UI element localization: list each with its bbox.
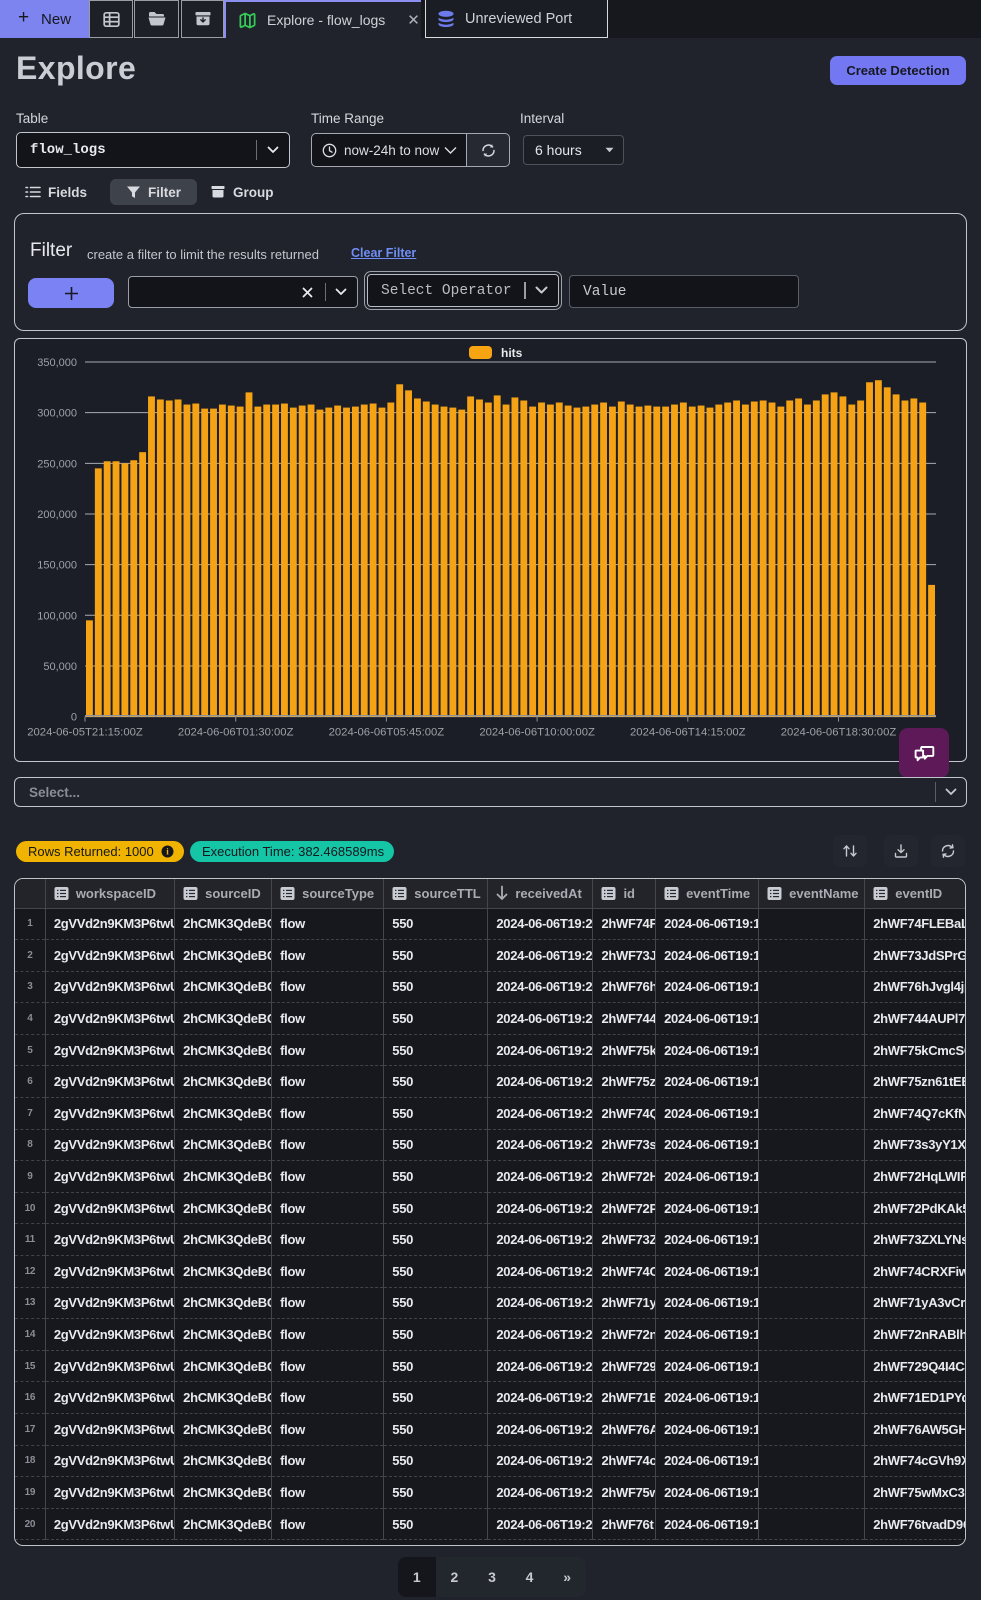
svg-text:hits: hits [501, 346, 523, 360]
svg-text:0: 0 [71, 712, 77, 724]
svg-text:i: i [166, 847, 169, 857]
svg-text:2024-06-06T05:45:00Z: 2024-06-06T05:45:00Z [329, 727, 445, 739]
svg-text:250,000: 250,000 [37, 458, 77, 470]
svg-text:2024-06-06T01:30:00Z: 2024-06-06T01:30:00Z [178, 727, 294, 739]
svg-text:2024-06-06T10:00:00Z: 2024-06-06T10:00:00Z [479, 727, 595, 739]
svg-text:100,000: 100,000 [37, 610, 77, 622]
svg-text:300,000: 300,000 [37, 408, 77, 420]
svg-text:150,000: 150,000 [37, 560, 77, 572]
svg-text:2024-06-06T14:15:00Z: 2024-06-06T14:15:00Z [630, 727, 746, 739]
svg-text:350,000: 350,000 [37, 357, 77, 369]
svg-text:2024-06-05T21:15:00Z: 2024-06-05T21:15:00Z [27, 727, 143, 739]
svg-text:200,000: 200,000 [37, 509, 77, 521]
svg-text:2024-06-06T18:30:00Z: 2024-06-06T18:30:00Z [781, 727, 897, 739]
svg-text:50,000: 50,000 [43, 661, 77, 673]
